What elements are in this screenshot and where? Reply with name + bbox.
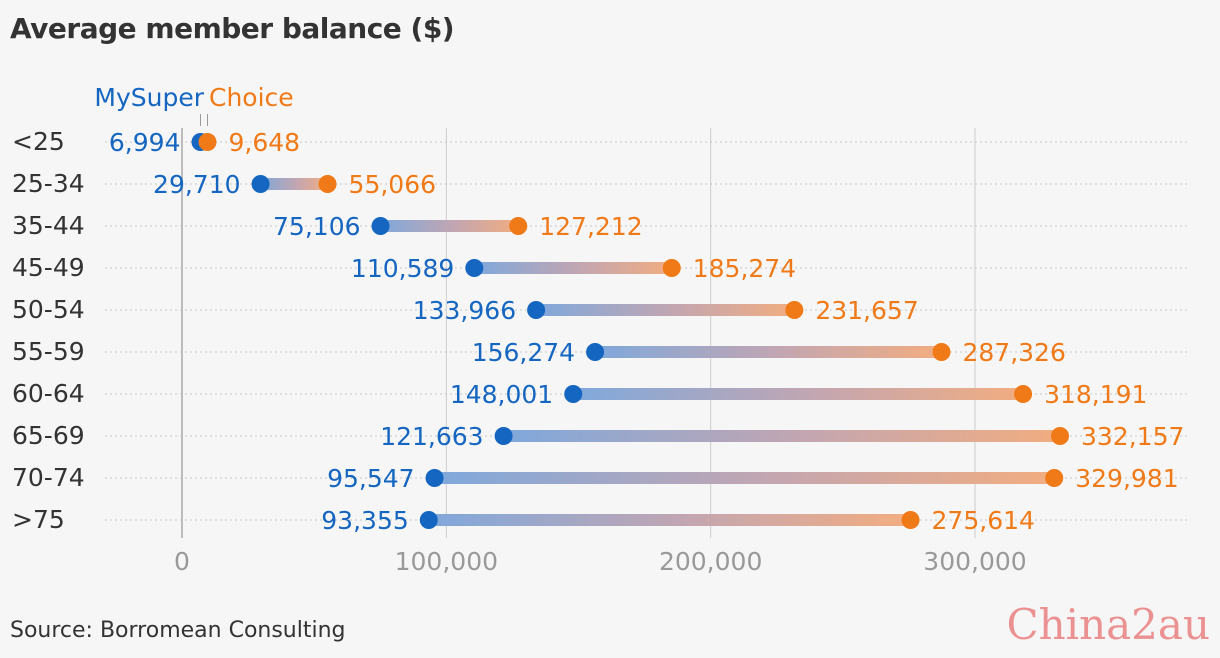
mysuper-point xyxy=(371,217,390,235)
mysuper-point xyxy=(465,259,484,277)
range-bar xyxy=(536,304,795,316)
mysuper-point xyxy=(586,343,605,361)
mysuper-point xyxy=(494,427,513,445)
range-bar xyxy=(595,346,942,358)
choice-point xyxy=(1045,469,1064,487)
range-bar xyxy=(380,220,519,232)
x-tick-label: 0 xyxy=(174,547,190,576)
watermark: China2au xyxy=(1006,600,1210,649)
x-tick-label: 300,000 xyxy=(923,547,1026,576)
choice-value-label: 127,212 xyxy=(539,212,642,241)
choice-point xyxy=(785,301,804,319)
bar-layer xyxy=(191,133,1070,529)
choice-point xyxy=(901,511,920,529)
choice-point xyxy=(1051,427,1070,445)
range-bar xyxy=(474,262,672,274)
choice-point xyxy=(662,259,681,277)
category-label: 25-34 xyxy=(12,169,85,198)
category-label: 55-59 xyxy=(12,337,85,366)
choice-point xyxy=(1014,385,1033,403)
legend: MySuper Choice xyxy=(94,83,294,126)
category-label: 65-69 xyxy=(12,421,85,450)
x-tick-label: 100,000 xyxy=(395,547,498,576)
choice-value-label: 231,657 xyxy=(815,296,918,325)
range-bar xyxy=(573,388,1024,400)
mysuper-value-label: 148,001 xyxy=(450,380,553,409)
category-label: 60-64 xyxy=(12,379,85,408)
range-bar xyxy=(260,178,328,190)
choice-value-label: 9,648 xyxy=(229,128,301,157)
mysuper-value-label: 133,966 xyxy=(413,296,516,325)
mysuper-value-label: 29,710 xyxy=(153,170,240,199)
choice-value-label: 332,157 xyxy=(1081,422,1184,451)
mysuper-value-label: 110,589 xyxy=(351,254,454,283)
mysuper-point xyxy=(564,385,583,403)
mysuper-point xyxy=(425,469,444,487)
mysuper-value-label: 75,106 xyxy=(273,212,360,241)
range-bar xyxy=(434,472,1055,484)
choice-value-label: 287,326 xyxy=(962,338,1065,367)
legend-choice: Choice xyxy=(209,83,294,112)
legend-mysuper: MySuper xyxy=(94,83,204,112)
label-layer: 0 100,000 200,000 300,000 <25 6,994 9,648 25-34… xyxy=(12,127,1184,576)
choice-point xyxy=(509,217,528,235)
source-note: Source: Borromean Consulting xyxy=(10,618,346,643)
mysuper-point xyxy=(251,175,270,193)
category-label: >75 xyxy=(12,505,65,534)
category-label: 45-49 xyxy=(12,253,85,282)
category-label: <25 xyxy=(12,127,65,156)
category-label: 35-44 xyxy=(12,211,85,240)
mysuper-point xyxy=(419,511,438,529)
chart-title: Average member balance ($) xyxy=(10,12,455,45)
choice-value-label: 55,066 xyxy=(349,170,436,199)
mysuper-value-label: 95,547 xyxy=(327,464,414,493)
choice-value-label: 329,981 xyxy=(1075,464,1178,493)
mysuper-value-label: 156,274 xyxy=(472,338,575,367)
choice-point xyxy=(198,133,217,151)
range-bar xyxy=(503,430,1061,442)
choice-value-label: 275,614 xyxy=(932,506,1035,535)
category-label: 70-74 xyxy=(12,463,85,492)
choice-value-label: 185,274 xyxy=(693,254,796,283)
choice-point xyxy=(932,343,951,361)
mysuper-value-label: 93,355 xyxy=(321,506,408,535)
mysuper-value-label: 121,663 xyxy=(380,422,483,451)
x-tick-label: 200,000 xyxy=(659,547,762,576)
range-bar xyxy=(428,514,911,526)
category-label: 50-54 xyxy=(12,295,85,324)
choice-point xyxy=(318,175,337,193)
choice-value-label: 318,191 xyxy=(1044,380,1147,409)
mysuper-point xyxy=(527,301,546,319)
mysuper-value-label: 6,994 xyxy=(109,128,181,157)
